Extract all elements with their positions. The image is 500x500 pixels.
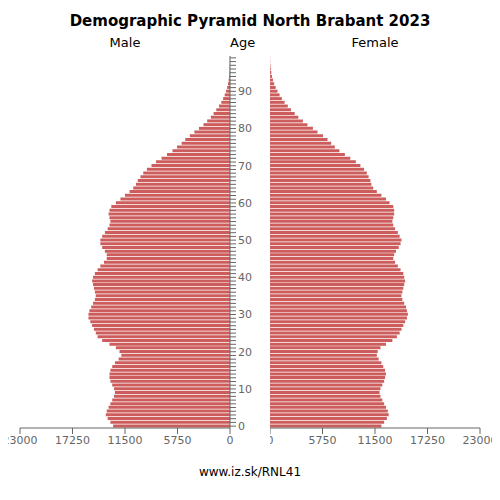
svg-text:50: 50 xyxy=(238,234,252,247)
html-text:Female: Female xyxy=(351,35,399,50)
svg-text:11500: 11500 xyxy=(108,434,143,447)
svg-text:23000: 23000 xyxy=(8,434,38,447)
svg-text:5750: 5750 xyxy=(309,434,337,447)
svg-text:70: 70 xyxy=(238,160,252,173)
svg-text:0: 0 xyxy=(238,420,245,433)
svg-text:30: 30 xyxy=(238,308,252,321)
svg-text:10: 10 xyxy=(238,383,252,396)
html-text:Demographic Pyramid North Brab: Demographic Pyramid North Brabant 2023 xyxy=(69,12,431,30)
svg-text:80: 80 xyxy=(238,122,252,135)
svg-text:90: 90 xyxy=(238,85,252,98)
svg-text:0: 0 xyxy=(270,434,274,447)
html-text:Age: Age xyxy=(230,35,256,50)
svg-text:0: 0 xyxy=(227,434,234,447)
svg-text:17250: 17250 xyxy=(410,434,445,447)
html-text:www.iz.sk/RNL41: www.iz.sk/RNL41 xyxy=(198,465,302,479)
svg-text:60: 60 xyxy=(238,197,252,210)
svg-text:20: 20 xyxy=(238,346,252,359)
svg-text:23000: 23000 xyxy=(463,434,493,447)
svg-text:5750: 5750 xyxy=(164,434,192,447)
svg-text:40: 40 xyxy=(238,271,252,284)
svg-text:17250: 17250 xyxy=(55,434,90,447)
svg-text:11500: 11500 xyxy=(358,434,393,447)
html-text:Male: Male xyxy=(109,35,141,50)
